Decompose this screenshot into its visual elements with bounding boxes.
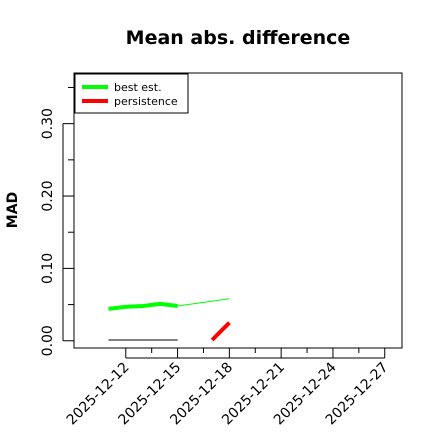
y-axis-label: MAD: [5, 192, 21, 228]
y-axis: 0.00 0.10 0.20 0.30: [40, 86, 74, 356]
series-line-best-est: [108, 301, 178, 311]
legend: best est. persistence: [74, 73, 189, 114]
y-tick-label: 0.20: [40, 180, 56, 211]
series-layer: [108, 298, 231, 342]
x-axis: 2025-12-122025-12-152025-12-182025-12-21…: [64, 348, 392, 428]
y-tick-label: 0.00: [40, 325, 56, 356]
legend-box: [74, 73, 189, 114]
plot-frame: [73, 72, 403, 349]
legend-label-best-est: best est.: [114, 81, 162, 94]
series-line-persistence: [210, 321, 231, 342]
y-tick-label: 0.10: [40, 253, 56, 284]
y-tick-label: 0.30: [40, 108, 56, 139]
chart-title: Mean abs. difference: [126, 27, 351, 49]
legend-label-persistence: persistence: [114, 95, 178, 108]
series-line-aux-1: [177, 298, 230, 307]
